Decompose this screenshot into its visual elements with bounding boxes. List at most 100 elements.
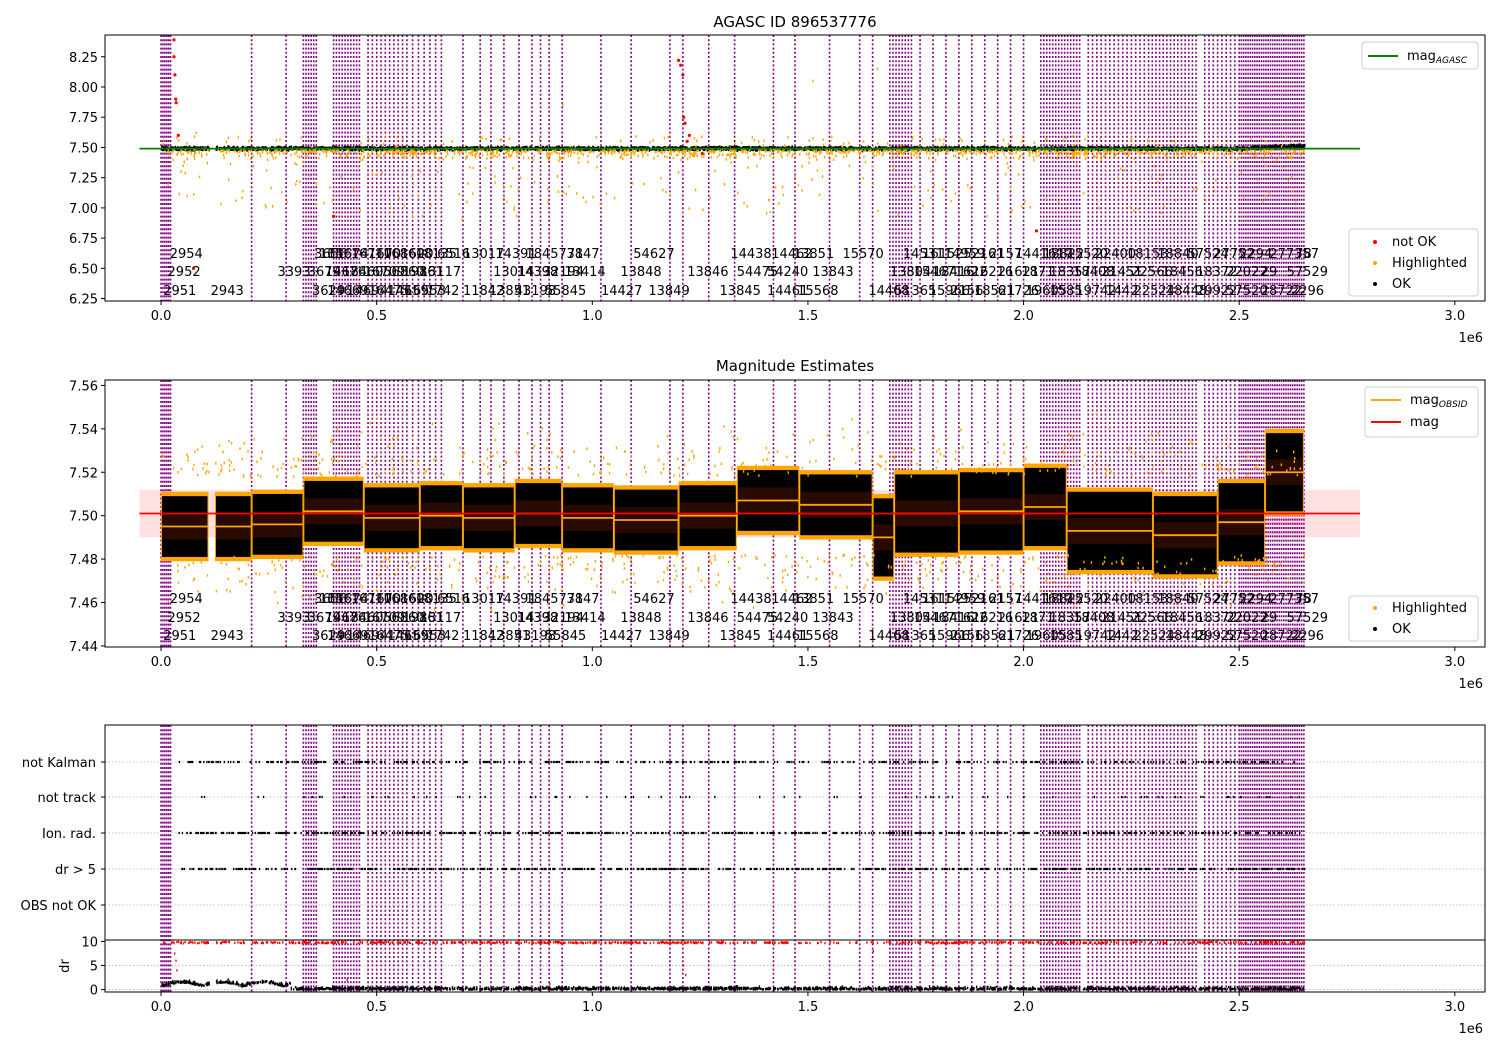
obsid-label: 27752 [1213,247,1254,262]
obsid-label: 14391 [495,592,536,607]
not-ok-point [679,63,683,67]
not-ok-point [1034,229,1039,233]
obsid-label: 18521 [974,629,1015,644]
y-tick-label: 6.50 [69,262,98,277]
x-tick-label: 1.0 [582,655,603,670]
obsid-label: 1622 [955,611,988,626]
obsid-label: 14669 [327,629,368,644]
obsid-label: 22566 [1131,265,1172,280]
obsid-labels: 2954 365616156167416710167016860162018135… [163,247,1328,299]
obsid-label: 16152 [922,247,963,262]
obsid-label: 11842 [463,284,504,299]
obsid-label: 13846 [687,611,728,626]
obsid-label: 2943 [211,284,244,299]
obsid-label: 1871 [1021,611,1054,626]
obsid-label: 13804 [890,265,931,280]
obsid-label: 1871 [1021,265,1054,280]
not-ok-point [173,73,177,77]
obsid-label: 1845771 [525,247,583,262]
legend-upper: magOBSID mag [1364,386,1479,438]
obsid-label: 2954 [170,247,203,262]
obsid-label: 14438 [730,592,771,607]
obsid-label: 18372 [1196,265,1237,280]
obsid-label: 365 [911,284,936,299]
obsid-label: 16710 [351,247,392,262]
obsid-label: 277357 [1269,592,1319,607]
legend-label-not-ok: not OK [1392,235,1437,250]
data-points [139,38,1360,270]
obsid-label: 18460 [342,611,383,626]
y-tick-label: 7.56 [69,379,98,394]
not-ok-point [682,115,686,119]
obsid-label: 57520 [1226,629,1267,644]
obsid-label: 15467 [914,611,955,626]
x-tick-label: 0.0 [151,655,172,670]
obsid-label: 14462 [771,247,812,262]
obsid-label: 2951 [163,629,196,644]
obsid-label: 3847 [566,592,599,607]
obsid-label: 1585 [1049,629,1082,644]
obsid-label: 21621 [998,611,1039,626]
obsid-label: 2157 [989,592,1022,607]
obsid-label: 16152 [922,592,963,607]
obsid-label: 1620 [400,592,433,607]
obsid-label: 16475 [368,629,409,644]
obsid-label: 2156 [950,284,983,299]
axes-frame [104,379,1486,648]
obsid-label: 156 [327,592,352,607]
legend-label-highlighted: Highlighted [1392,256,1467,271]
obsid-label: 15570 [842,247,883,262]
obsid-label: 14438 [730,247,771,262]
y-tick-label: 7.48 [69,553,98,568]
obsid-label: 3393 [278,611,311,626]
obsid-label: 29 [1261,265,1278,280]
obsid-label: 16709 [364,265,405,280]
obsid-label: 14468 [868,284,909,299]
obsid-label: 1620 [400,247,433,262]
obsid-label: 2952 [168,611,201,626]
obsid-label: 15568 [797,629,838,644]
data-points [139,412,1360,612]
obsid-label: 16860 [383,592,424,607]
obsid-label: 51 [894,629,911,644]
panel-agasc: AGASC ID 896537776 2954 36561615616741671… [69,13,1486,346]
obsid-label: 19605 [1026,284,1067,299]
obsid-label: 13117 [420,265,461,280]
y-tick-label: 7.52 [69,466,98,481]
obsid-label: 1674 [336,247,369,262]
axes-frame [104,724,1486,993]
x-tick-label: 1.0 [582,1000,603,1015]
obsid-label: 19742 [1075,629,1116,644]
obsid-label: 1442 [1106,284,1139,299]
obsid-label: 56860 [383,265,424,280]
obsid-label: 14659 [387,284,428,299]
obsid-label: 18408 [1073,611,1114,626]
legend-box [1348,595,1479,642]
obsid-label: 13845 [720,284,761,299]
obsid-label: 2943 [211,629,244,644]
obsid-label: 13848 [620,611,661,626]
obsid-label: 22400 [1095,592,1136,607]
dr-axis-label: dr [58,959,73,973]
highlighted-outliers [180,67,1267,213]
obsid-label: 78 [1295,592,1312,607]
obsid-label: 57524 [1187,592,1228,607]
obsid-label: 1585 [1049,284,1082,299]
obsid-label: 1622 [955,265,988,280]
obsid-label: 21621 [998,265,1039,280]
obsid-label: 21451 [1101,611,1142,626]
not-ok-point [191,266,196,270]
obsid-label: 51 [894,284,911,299]
obsid-label: 13804 [890,611,931,626]
flag-points [161,760,1306,991]
obsid-label: 3679 [308,265,341,280]
x-tick-label: 2.0 [1013,309,1034,324]
y-tick-label: 8.25 [69,51,98,66]
highlighted-scatter [161,412,1306,612]
obsid-label: 16475 [368,284,409,299]
obsid-label: 15570 [842,592,883,607]
obsid-label: 14959 [944,247,985,262]
obsid-label: 56860 [383,611,424,626]
x-tick-label: 3.0 [1444,655,1465,670]
